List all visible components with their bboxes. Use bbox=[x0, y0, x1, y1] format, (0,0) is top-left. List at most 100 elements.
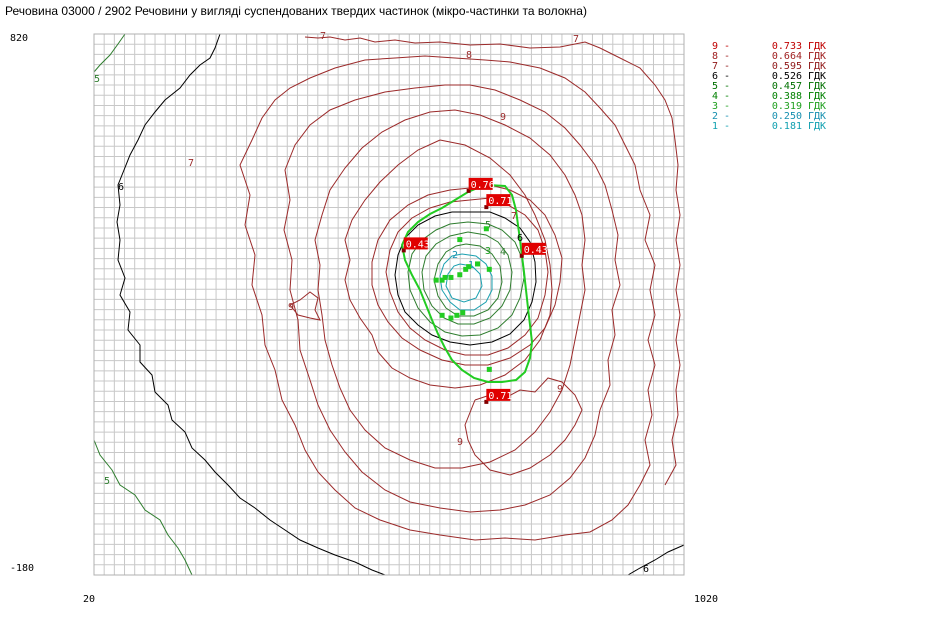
contour-label: 9 bbox=[500, 112, 506, 123]
legend-unit: ГДК bbox=[802, 111, 827, 122]
contour-label: 3 bbox=[485, 246, 491, 257]
legend-level: 2 - bbox=[712, 111, 731, 122]
contour-ring-9a bbox=[289, 291, 321, 321]
legend-value: 0.457 bbox=[771, 81, 802, 92]
legend-item: 6 - 0.526 ГДК bbox=[712, 72, 826, 82]
legend-level: 4 - bbox=[712, 91, 731, 102]
contour-label: 4 bbox=[500, 247, 506, 258]
value-marker-point bbox=[484, 205, 489, 210]
contour-label: 5 bbox=[485, 220, 491, 231]
contour-green-bottom bbox=[93, 439, 193, 576]
contour-label: 7 bbox=[573, 34, 579, 45]
value-marker-badge bbox=[403, 237, 428, 250]
contour-ring-inner-8 bbox=[371, 184, 563, 366]
contour-label: 8 bbox=[466, 50, 472, 61]
value-markers: 0.76 0.71 0.43 0.43 0.71 bbox=[401, 177, 548, 404]
plot-frame bbox=[93, 33, 685, 576]
emission-source-point bbox=[457, 272, 463, 278]
contour-label: 9 bbox=[557, 384, 563, 395]
emission-source-point bbox=[486, 366, 492, 372]
legend-value: 0.526 bbox=[771, 71, 802, 82]
contour-label: 7 bbox=[188, 158, 194, 169]
contour-ring-4 bbox=[314, 109, 586, 469]
legend-item: 7 - 0.595 ГДК bbox=[712, 62, 826, 72]
emission-sources bbox=[433, 226, 492, 372]
contour-label: 6 bbox=[118, 182, 124, 193]
value-marker-point bbox=[484, 399, 489, 404]
contour-ring-2 bbox=[239, 55, 656, 541]
legend-unit: ГДК bbox=[802, 41, 827, 52]
value-marker-label: 0.71 bbox=[488, 196, 512, 207]
contour-ring-9b bbox=[464, 377, 583, 476]
legend-item: 8 - 0.664 ГДК bbox=[712, 52, 826, 62]
legend-item: 1 - 0.181 ГДК bbox=[712, 122, 826, 132]
contour-lines-outer bbox=[239, 36, 681, 541]
legend-unit: ГДК bbox=[802, 51, 827, 62]
legend-unit: ГДК bbox=[802, 81, 827, 92]
legend-item: 4 - 0.388 ГДК bbox=[712, 92, 826, 102]
grid-lines bbox=[93, 33, 685, 576]
emission-source-point bbox=[486, 266, 492, 272]
contour-lines-teal bbox=[439, 253, 493, 311]
value-marker-point bbox=[401, 248, 406, 253]
value-marker-badge bbox=[486, 194, 511, 207]
legend-item: 3 - 0.319 ГДК bbox=[712, 102, 826, 112]
value-marker-point bbox=[466, 188, 471, 193]
legend-unit: ГДК bbox=[802, 101, 827, 112]
value-marker-label: 0.43 bbox=[524, 245, 548, 256]
contour-teal-2 bbox=[439, 253, 493, 311]
contour-label: 5 bbox=[104, 476, 110, 487]
emission-source-point bbox=[463, 266, 469, 272]
legend-item: 9 - 0.733 ГДК bbox=[712, 42, 826, 52]
contour-green-3 bbox=[433, 243, 503, 317]
contour-teal-1 bbox=[445, 263, 483, 303]
y-max-label: 820 bbox=[10, 33, 29, 44]
emission-source-point bbox=[454, 312, 460, 318]
contour-green-4 bbox=[421, 231, 513, 325]
contour-label: 5 bbox=[94, 74, 100, 85]
contour-ring-inner-7 bbox=[385, 197, 549, 356]
boundary-outline bbox=[400, 184, 534, 383]
legend-level: 3 - bbox=[712, 101, 731, 112]
value-marker-badge bbox=[521, 242, 546, 255]
value-marker-label: 0.71 bbox=[488, 391, 512, 402]
value-marker-label: 0.43 bbox=[406, 239, 430, 250]
legend-level: 6 - bbox=[712, 71, 731, 82]
legend-value: 0.181 bbox=[771, 121, 802, 132]
legend-unit: ГДК bbox=[802, 91, 827, 102]
legend-level: 7 - bbox=[712, 61, 731, 72]
legend-value: 0.595 bbox=[771, 61, 802, 72]
legend-unit: ГДК bbox=[802, 71, 827, 82]
contour-black-left bbox=[116, 33, 386, 576]
legend-item: 2 - 0.250 ГДК bbox=[712, 112, 826, 122]
emission-source-point bbox=[483, 226, 489, 232]
legend-unit: ГДК bbox=[802, 61, 827, 72]
legend-level: 9 - bbox=[712, 41, 731, 52]
value-marker-label: 0.76 bbox=[471, 180, 495, 191]
contour-label: 7 bbox=[511, 211, 517, 222]
value-marker-badge bbox=[486, 388, 511, 401]
contour-label: 9 bbox=[457, 437, 463, 448]
value-marker-point bbox=[519, 253, 524, 258]
emission-source-point bbox=[439, 277, 445, 283]
legend-value: 0.664 bbox=[771, 51, 802, 62]
contour-green-left bbox=[93, 33, 126, 73]
legend-value: 0.250 bbox=[771, 111, 802, 122]
legend-value: 0.733 bbox=[771, 41, 802, 52]
contour-label: 2 bbox=[452, 250, 458, 261]
contour-label: 6 bbox=[517, 233, 523, 244]
legend-unit: ГДК bbox=[802, 121, 827, 132]
value-marker-badge bbox=[468, 177, 493, 190]
contour-label: 6 bbox=[643, 564, 649, 575]
emission-source-point bbox=[466, 264, 472, 270]
contour-label: 9 bbox=[288, 302, 294, 313]
emission-source-point bbox=[433, 277, 439, 283]
x-min-label: 20 bbox=[83, 594, 96, 605]
emission-source-point bbox=[460, 310, 466, 316]
y-min-label: -180 bbox=[10, 563, 35, 574]
legend-level: 5 - bbox=[712, 81, 731, 92]
contour-black-right bbox=[627, 544, 685, 576]
legend-value: 0.388 bbox=[771, 91, 802, 102]
legend-level: 1 - bbox=[712, 121, 731, 132]
